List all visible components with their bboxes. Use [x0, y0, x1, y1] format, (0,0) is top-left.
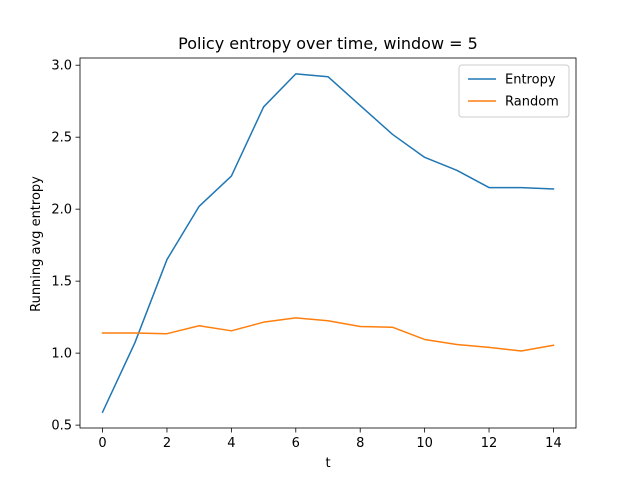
y-tick-label: 1.5	[51, 275, 72, 290]
series-line-entropy	[101, 73, 555, 414]
y-tick-label: 1.0	[51, 347, 72, 362]
y-axis-title: Running avg entropy	[29, 176, 44, 312]
legend: Entropy Random	[458, 64, 570, 118]
x-tick-label: 14	[545, 436, 562, 451]
x-tick-label: 8	[356, 436, 364, 451]
x-axis-title: t	[325, 456, 330, 471]
y-tick-label: 3.0	[51, 59, 72, 74]
x-tick-label: 0	[98, 436, 106, 451]
x-tick-label: 6	[292, 436, 300, 451]
x-tick-label: 12	[481, 436, 498, 451]
legend-label-entropy: Entropy	[505, 73, 556, 88]
legend-label-random: Random	[505, 95, 559, 110]
legend-box	[458, 64, 570, 118]
series-line-random	[101, 317, 555, 352]
axes-frame	[79, 57, 577, 429]
x-tick-label: 2	[163, 436, 171, 451]
x-tick-label: 4	[227, 436, 235, 451]
y-tick-label: 0.5	[51, 419, 72, 434]
chart-title: Policy entropy over time, window = 5	[178, 34, 478, 53]
y-tick-label: 2.0	[51, 203, 72, 218]
y-tick-label: 2.5	[51, 131, 72, 146]
plot-area: 0 2 4 6 8 10 12 14 0.5 1.0 1.5 2.0 2.5 3.0	[51, 57, 577, 451]
x-tick-label: 10	[416, 436, 433, 451]
